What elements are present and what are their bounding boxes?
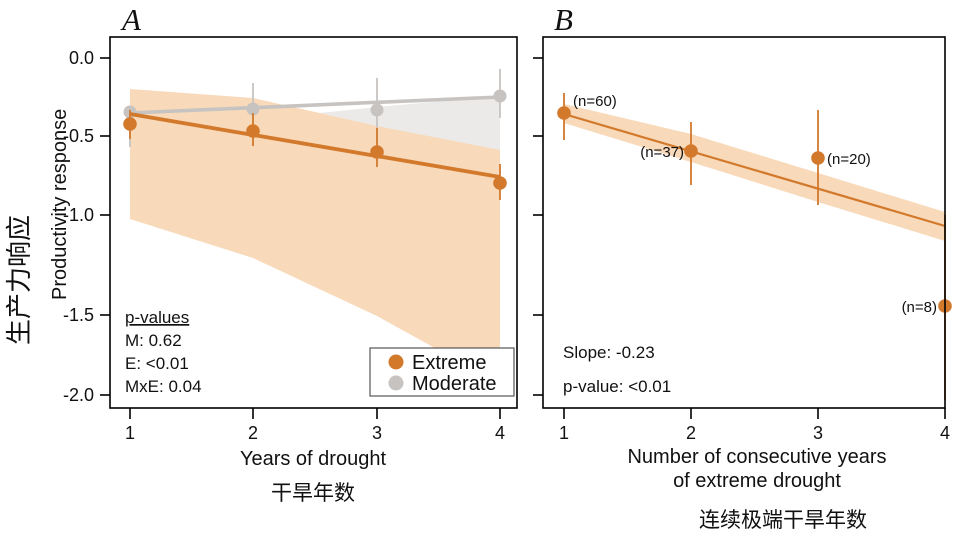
- panel-b-xlabel-line1: Number of consecutive years: [627, 446, 886, 468]
- panel-a-stats-mxe: MxE: 0.04: [125, 377, 202, 396]
- panel-b-letter: B: [554, 2, 573, 37]
- extreme-data-points: [123, 117, 507, 190]
- panel-b-annotation-n37: (n=37): [640, 144, 684, 161]
- legend-marker-moderate-icon: [388, 375, 404, 391]
- panel-b-fit-line: [563, 112, 946, 228]
- y-tick-2: -1.0: [63, 205, 94, 225]
- panel-b: B (n=60) (n=37) (n=20) (n=8): [533, 2, 952, 532]
- panel-a-stats-m: M: 0.62: [125, 331, 182, 350]
- panel-b-pvalue: p-value: <0.01: [563, 377, 671, 396]
- panel-a-y-ticks: [100, 57, 110, 396]
- y-tick-1: -0.5: [63, 126, 94, 146]
- panel-b-annotation-n8: (n=8): [902, 299, 937, 316]
- moderate-data-points: [123, 89, 507, 119]
- panel-b-frame: [542, 36, 946, 409]
- panel-a-x-tick-3: 3: [372, 423, 382, 443]
- panel-a-legend[interactable]: Extreme Moderate: [369, 347, 515, 397]
- panel-a-stats-header: p-values: [125, 308, 189, 327]
- y-tick-3: -1.5: [63, 305, 94, 325]
- panel-a-xlabel-en: Years of drought: [240, 448, 386, 470]
- panel-a-ylabel-en: Productivity response: [49, 109, 71, 300]
- panel-b-data-points: [557, 106, 952, 313]
- panel-a: A: [5, 2, 518, 505]
- extreme-fit-line: [129, 112, 501, 179]
- panel-b-xlabel-cn: 连续极端干旱年数: [699, 508, 867, 532]
- panel-a-stats-e: E: <0.01: [125, 354, 189, 373]
- legend-label-moderate: Moderate: [412, 373, 497, 395]
- panel-b-x-tick-1: 1: [559, 423, 569, 443]
- legend-label-extreme: Extreme: [412, 352, 486, 374]
- moderate-fit-line: [129, 95, 501, 115]
- y-tick-0: 0.0: [69, 48, 94, 68]
- panel-b-slope: Slope: -0.23: [563, 343, 655, 362]
- panel-a-frame: [109, 36, 518, 409]
- panel-b-ci-band: [564, 104, 945, 241]
- panel-b-y-ticks: [533, 57, 543, 396]
- panel-b-annotation-n60: (n=60): [573, 93, 617, 110]
- panel-b-x-tick-2: 2: [686, 423, 696, 443]
- panel-a-x-tick-2: 2: [248, 423, 258, 443]
- panel-b-x-tick-4: 4: [940, 423, 950, 443]
- panel-a-xlabel-cn: 干旱年数: [271, 481, 355, 505]
- panel-b-annotation-n20: (n=20): [827, 151, 871, 168]
- y-tick-4: -2.0: [63, 385, 94, 405]
- panel-a-x-tick-1: 1: [125, 423, 135, 443]
- panel-a-x-tick-4: 4: [495, 423, 505, 443]
- panel-a-letter: A: [120, 2, 142, 37]
- legend-marker-extreme-icon: [388, 354, 404, 370]
- panel-b-xlabel-line2: of extreme drought: [673, 470, 841, 492]
- panel-b-x-tick-3: 3: [813, 423, 823, 443]
- panel-b-x-ticks: [563, 408, 946, 419]
- panel-a-ylabel-cn: 生产力响应: [5, 215, 35, 345]
- panel-a-x-ticks: [129, 408, 501, 419]
